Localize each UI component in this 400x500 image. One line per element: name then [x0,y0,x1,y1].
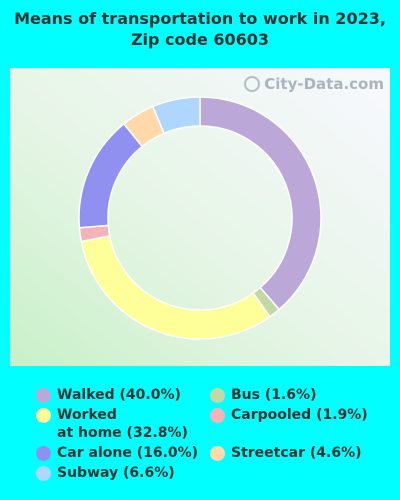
legend: Walked (40.0%) Worked at home (32.8%) Ca… [0,380,400,500]
legend-swatch-streetcar [210,446,225,461]
legend-label-bus: Bus (1.6%) [231,387,317,403]
legend-label-subway: Subway (6.6%) [57,465,175,481]
legend-label-worked-at-home-line1: Worked [57,407,117,423]
slice-worked-at-home [80,235,271,340]
legend-swatch-subway [36,466,51,481]
chart-title: Means of transportation to work in 2023,… [14,9,386,49]
legend-label-streetcar: Streetcar (4.6%) [231,445,362,461]
legend-label-worked-at-home-line2: at home (32.8%) [57,425,188,441]
legend-swatch-car-alone [36,446,51,461]
legend-swatch-bus [210,388,225,403]
legend-swatch-walked [36,388,51,403]
legend-item-car-alone: Car alone (16.0%) [36,444,198,462]
legend-label-walked: Walked (40.0%) [57,387,181,403]
legend-label-car-alone: Car alone (16.0%) [57,445,199,461]
slice-walked [199,96,322,311]
legend-item-worked-at-home: Worked at home (32.8%) [36,406,188,442]
legend-label-carpooled: Carpooled (1.9%) [231,407,368,423]
legend-item-streetcar: Streetcar (4.6%) [210,444,362,462]
legend-swatch-carpooled [210,408,225,423]
watermark-text: City-Data.com [264,75,384,93]
slice-car-alone [78,122,144,229]
legend-item-walked: Walked (40.0%) [36,386,181,404]
slice-subway [151,96,201,135]
watermark: City-Data.com [244,75,384,93]
legend-swatch-worked-at-home [36,408,51,423]
legend-item-carpooled: Carpooled (1.9%) [210,406,368,424]
legend-item-subway: Subway (6.6%) [36,464,175,482]
magnifier-icon [244,76,261,92]
legend-item-bus: Bus (1.6%) [210,386,316,404]
legend-label-worked-at-home: Worked at home (32.8%) [57,406,188,442]
